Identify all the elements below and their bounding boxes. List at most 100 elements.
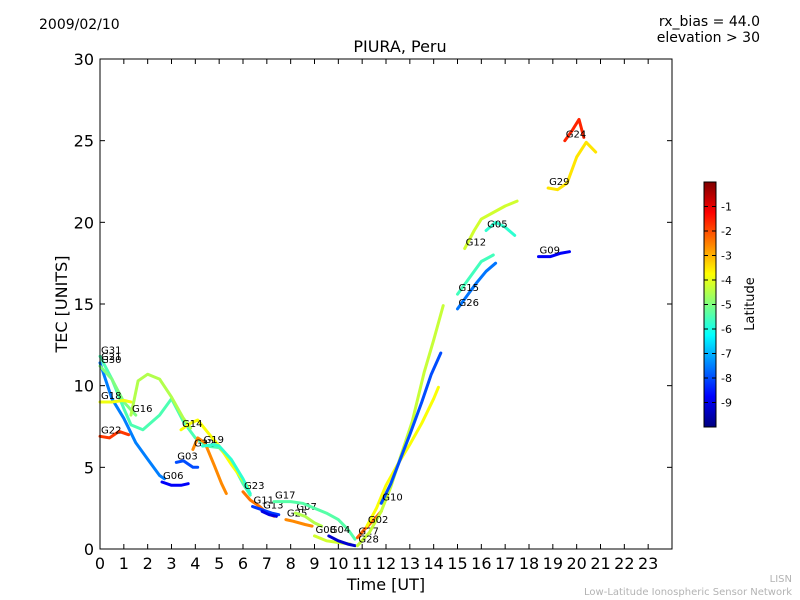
- footer-acronym: LISN: [769, 574, 792, 585]
- series-line-g26: [456, 261, 498, 311]
- x-tick-label: 7: [262, 554, 272, 573]
- series-line-g25: [284, 518, 314, 528]
- x-tick-label: 16: [471, 554, 491, 573]
- series-g16: G16: [129, 372, 193, 430]
- series-line-g18: [98, 398, 133, 404]
- satellite-label-g16: G16: [132, 404, 152, 415]
- series-line-g11: [251, 505, 281, 517]
- series-g03: G03: [174, 451, 200, 469]
- x-tick-label: 10: [328, 554, 348, 573]
- series-g09: G09: [537, 246, 571, 259]
- series-line-g30: [98, 364, 138, 417]
- series-line-g21: [98, 361, 166, 481]
- x-tick-label: 1: [119, 554, 129, 573]
- series-line-g16: [129, 372, 193, 430]
- series-g29: G29: [546, 140, 598, 192]
- satellite-label-g08: G08: [316, 525, 336, 536]
- colorbar: -9 -8 -7 -6 -5 -4 -3 -2 -1: [703, 181, 732, 428]
- series-g24: G24: [563, 117, 586, 143]
- satellite-label-g07: G07: [296, 502, 316, 513]
- y-tick-label: 10: [74, 377, 94, 396]
- series-line-g07: [293, 511, 324, 528]
- x-tick-label: 22: [614, 554, 634, 573]
- series-g10: G10: [379, 351, 443, 505]
- satellite-label-g02: G02: [368, 515, 388, 526]
- satellite-label-g10: G10: [382, 492, 402, 503]
- footer: LISN Low-Latitude Ionospheric Sensor Net…: [584, 573, 792, 599]
- series-g06: G06: [160, 471, 190, 487]
- x-tick-label: 20: [566, 554, 586, 573]
- series-g22: G22: [98, 425, 131, 440]
- elevation-label: elevation > 30: [656, 30, 760, 46]
- satellite-label-g31: G31: [101, 345, 121, 356]
- x-tick-label: 2: [143, 554, 153, 573]
- chart-title: PIURA, Peru: [353, 37, 447, 56]
- x-tick-label: 19: [543, 554, 563, 573]
- x-tick-label: 5: [214, 554, 224, 573]
- series-line-g13: [260, 509, 278, 518]
- series-line-g10: [379, 351, 443, 505]
- series-g28: G28: [355, 304, 445, 548]
- colorbar-tick-label: -3: [721, 250, 732, 263]
- colorbar-tick-label: -4: [721, 274, 732, 287]
- satellite-label-g19: G19: [203, 435, 223, 446]
- axes-layer: 0 1 2 3 4 5 6 7 8 9 10 11 12 13 14 15 16 17 18 19 20 21 22 2305…: [74, 50, 672, 573]
- satellite-label-g29: G29: [549, 177, 569, 188]
- series-g02: G02: [365, 385, 440, 528]
- series-line-g09: [537, 250, 571, 259]
- series-g30: G30: [98, 355, 138, 417]
- satellite-label-g14: G14: [182, 419, 202, 430]
- colorbar-tick-label: -2: [721, 225, 732, 238]
- series-g11: G11: [251, 496, 281, 517]
- data-layer: G31G21G30G18G22G16G14G32G19G03G06G23G11G…: [98, 117, 598, 548]
- satellite-label-g21: G21: [101, 352, 121, 363]
- series-line-g22: [98, 429, 131, 440]
- series-line-g03: [174, 459, 200, 469]
- colorbar-tick-label: -1: [721, 201, 732, 214]
- series-line-g12: [463, 199, 519, 250]
- series-g12: G12: [463, 199, 519, 250]
- date-label: 2009/02/10: [39, 17, 120, 33]
- y-tick-label: 5: [84, 458, 94, 477]
- y-tick-label: 25: [74, 132, 94, 151]
- x-tick-label: 23: [638, 554, 658, 573]
- series-g21: G21: [98, 352, 166, 481]
- satellite-label-g05: G05: [487, 220, 507, 231]
- series-g04: G04: [327, 525, 357, 548]
- x-tick-label: 9: [309, 554, 319, 573]
- series-g18: G18: [98, 391, 133, 404]
- satellite-label-g18: G18: [101, 391, 121, 402]
- colorbar-label: Latitude: [743, 277, 758, 331]
- x-tick-label: 18: [519, 554, 539, 573]
- colorbar-tick-label: -8: [721, 372, 732, 385]
- series-line-g28: [355, 304, 445, 548]
- satellite-label-g13: G13: [263, 500, 283, 511]
- x-axis-label: Time [UT]: [346, 575, 425, 594]
- series-line-g29: [546, 140, 598, 192]
- x-tick-label: 8: [286, 554, 296, 573]
- series-line-g02: [365, 385, 440, 528]
- y-tick-label: 0: [84, 540, 94, 559]
- series-g05: G05: [484, 220, 517, 237]
- rx-bias-label: rx_bias = 44.0: [658, 14, 760, 30]
- satellite-label-g28: G28: [358, 535, 378, 546]
- satellite-label-g09: G09: [540, 246, 560, 257]
- x-tick-label: 6: [238, 554, 248, 573]
- series-g26: G26: [456, 261, 498, 311]
- series-g15: G15: [456, 253, 495, 296]
- satellite-label-g17: G17: [275, 491, 295, 502]
- satellite-label-g32: G32: [194, 438, 214, 449]
- satellite-label-g26: G26: [459, 298, 479, 309]
- x-tick-label: 0: [95, 554, 105, 573]
- colorbar-tick-label: -6: [721, 323, 732, 336]
- satellite-label-g06: G06: [163, 471, 183, 482]
- x-tick-label: 11: [352, 554, 372, 573]
- footer-network-name: Low-Latitude Ionospheric Sensor Network: [584, 587, 792, 598]
- satellite-label-g30: G30: [101, 355, 121, 366]
- y-axis-label: TEC [UNITS]: [52, 256, 71, 354]
- series-line-g17: [272, 500, 357, 541]
- colorbar-tick-label: -9: [721, 397, 732, 410]
- y-tick-label: 30: [74, 50, 94, 69]
- series-line-g05: [484, 220, 517, 237]
